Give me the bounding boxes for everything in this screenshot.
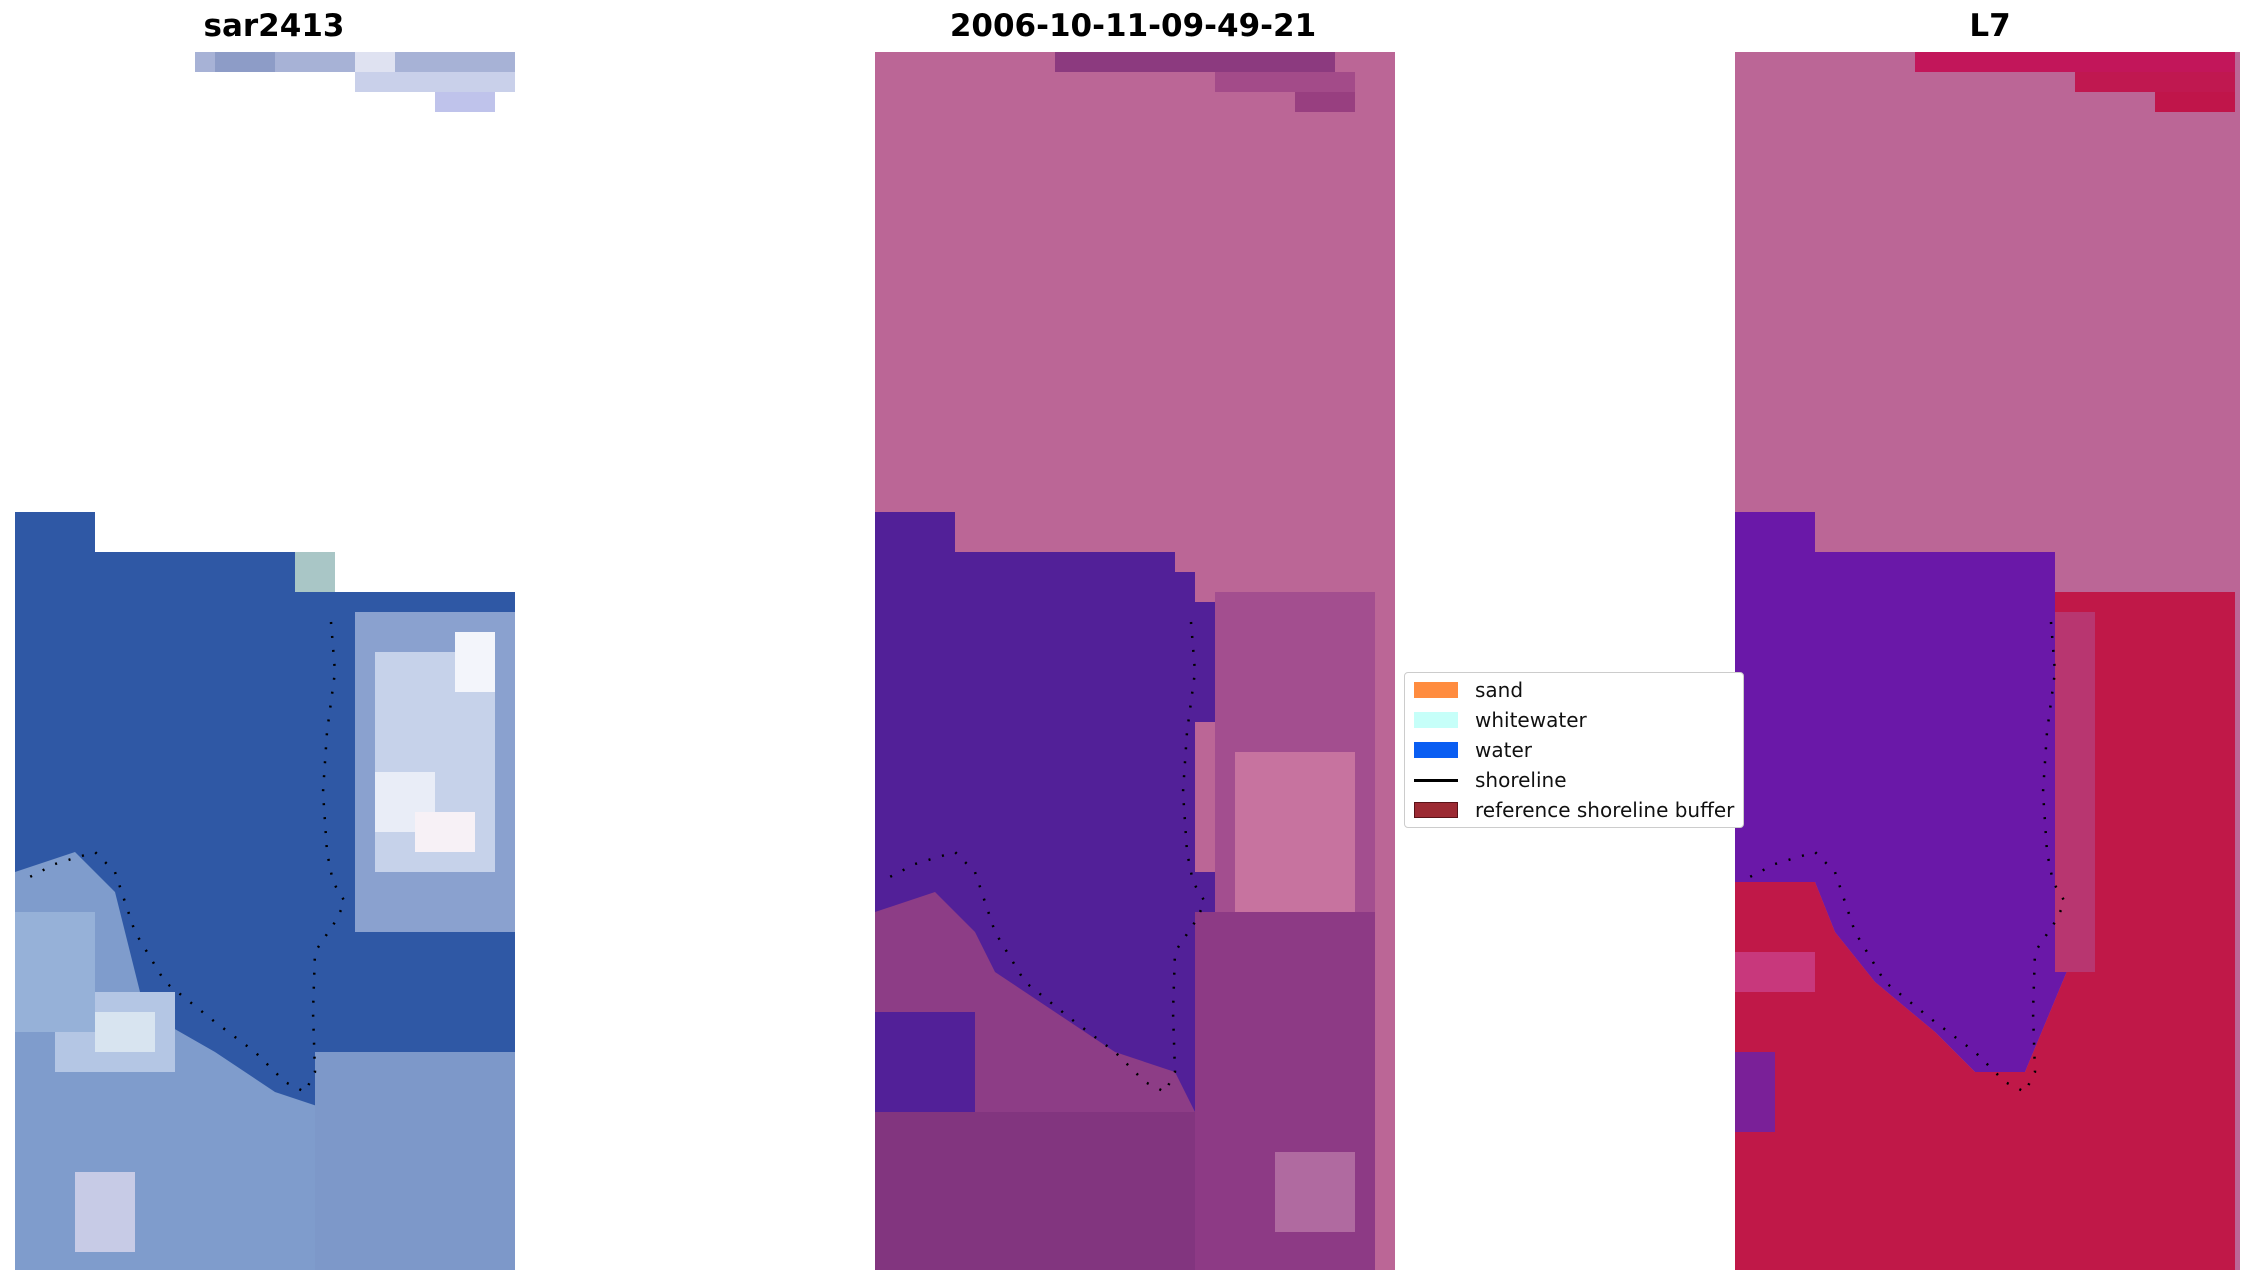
panel-title-classification: 2006-10-11-09-49-21: [949, 8, 1317, 44]
legend-item-sand: sand: [1414, 675, 1523, 705]
legend-label-reference-buffer: reference shoreline buffer: [1475, 798, 1735, 822]
legend-line-shoreline: [1414, 778, 1458, 782]
legend-item-shoreline: shoreline: [1414, 765, 1567, 795]
legend-label-shoreline: shoreline: [1475, 768, 1567, 792]
legend-swatch-sand: [1414, 682, 1458, 698]
legend-label-sand: sand: [1475, 678, 1524, 702]
legend: sand whitewater water shoreline referenc…: [1404, 672, 1744, 828]
legend-item-reference-buffer: reference shoreline buffer: [1414, 795, 1734, 825]
legend-swatch-water: [1414, 742, 1458, 758]
index-panel: [1735, 52, 2240, 1270]
legend-item-whitewater: whitewater: [1414, 705, 1587, 735]
legend-label-water: water: [1475, 738, 1532, 762]
classification-panel: [875, 52, 1395, 1270]
legend-swatch-whitewater: [1414, 712, 1458, 728]
legend-item-water: water: [1414, 735, 1532, 765]
rgb-image-panel: [15, 52, 515, 1270]
panel-title-rgb: sar2413: [203, 8, 345, 44]
legend-label-whitewater: whitewater: [1475, 708, 1587, 732]
legend-swatch-reference-buffer: [1414, 802, 1458, 818]
panel-title-index: L7: [1969, 8, 2011, 44]
